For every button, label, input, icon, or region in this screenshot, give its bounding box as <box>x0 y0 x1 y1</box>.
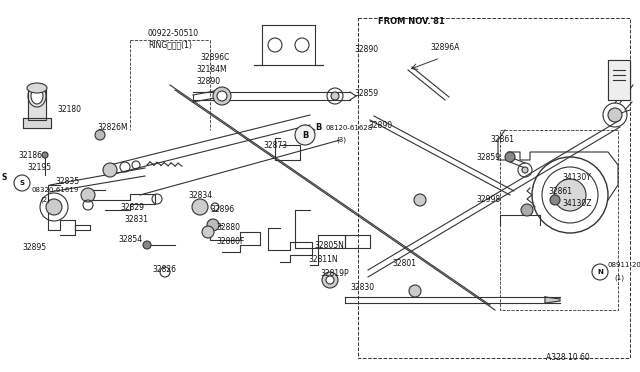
Polygon shape <box>545 297 560 303</box>
Text: 32811N: 32811N <box>308 254 338 263</box>
Circle shape <box>207 219 219 231</box>
Text: 32805N: 32805N <box>314 241 344 250</box>
Text: 32859: 32859 <box>476 154 500 163</box>
Text: 00922-50510: 00922-50510 <box>148 29 199 38</box>
Text: 32890: 32890 <box>196 77 220 87</box>
Circle shape <box>295 125 315 145</box>
Text: 32831: 32831 <box>124 215 148 224</box>
Text: 32826M: 32826M <box>97 124 127 132</box>
Text: RINGリング(1): RINGリング(1) <box>148 41 192 49</box>
Ellipse shape <box>31 88 43 104</box>
Text: 32830: 32830 <box>350 283 374 292</box>
Text: 32854: 32854 <box>118 235 142 244</box>
Text: 32834: 32834 <box>188 192 212 201</box>
Text: 32873: 32873 <box>263 141 287 150</box>
Text: 32896: 32896 <box>210 205 234 215</box>
Text: 32826: 32826 <box>152 266 176 275</box>
Circle shape <box>326 276 334 284</box>
Circle shape <box>409 285 421 297</box>
Bar <box>500 130 618 310</box>
Text: (2): (2) <box>40 197 50 203</box>
Circle shape <box>608 108 622 122</box>
Circle shape <box>522 167 528 173</box>
Polygon shape <box>23 118 51 128</box>
Text: 32184M: 32184M <box>196 65 227 74</box>
Circle shape <box>414 194 426 206</box>
Text: B: B <box>302 131 308 140</box>
Text: 32180: 32180 <box>57 106 81 115</box>
Text: 08320-61619: 08320-61619 <box>32 187 79 193</box>
Circle shape <box>143 241 151 249</box>
Text: 34130Y: 34130Y <box>562 173 591 183</box>
Text: 08120-61628: 08120-61628 <box>326 125 373 131</box>
Text: A328 10 60: A328 10 60 <box>546 353 589 362</box>
Text: 32835: 32835 <box>55 176 79 186</box>
Text: 32819P: 32819P <box>320 269 349 279</box>
Circle shape <box>322 272 338 288</box>
Circle shape <box>521 204 533 216</box>
Text: S: S <box>19 180 24 186</box>
Text: (1): (1) <box>614 275 624 281</box>
Text: 32895: 32895 <box>22 244 46 253</box>
Circle shape <box>95 130 105 140</box>
Polygon shape <box>28 90 46 120</box>
Text: 32998: 32998 <box>476 196 500 205</box>
Circle shape <box>550 195 560 205</box>
Circle shape <box>103 163 117 177</box>
Text: N: N <box>597 269 603 275</box>
Text: 32896A: 32896A <box>430 42 460 51</box>
Circle shape <box>192 199 208 215</box>
Circle shape <box>202 226 214 238</box>
Text: 32896C: 32896C <box>200 54 229 62</box>
Bar <box>358 18 630 358</box>
Text: 32861: 32861 <box>548 187 572 196</box>
Ellipse shape <box>27 83 47 93</box>
Text: 32186: 32186 <box>18 151 42 160</box>
Circle shape <box>554 179 586 211</box>
Text: (3): (3) <box>336 137 346 143</box>
Text: 32880: 32880 <box>216 224 240 232</box>
Circle shape <box>217 91 227 101</box>
Text: 32801: 32801 <box>392 260 416 269</box>
Text: FROM NOV.'81: FROM NOV.'81 <box>378 17 445 26</box>
Text: 32890: 32890 <box>354 45 378 55</box>
Text: 32859: 32859 <box>354 90 378 99</box>
Circle shape <box>46 199 62 215</box>
Text: S: S <box>2 173 8 183</box>
Text: 32861: 32861 <box>490 135 514 144</box>
Text: 32829: 32829 <box>120 203 144 212</box>
Ellipse shape <box>28 85 46 107</box>
Text: 08911-20637: 08911-20637 <box>608 262 640 268</box>
Circle shape <box>331 92 339 100</box>
Text: 32880F: 32880F <box>216 237 244 247</box>
Text: 32195: 32195 <box>27 164 51 173</box>
Circle shape <box>505 152 515 162</box>
Circle shape <box>42 152 48 158</box>
Bar <box>608 60 630 100</box>
Circle shape <box>81 188 95 202</box>
Text: B: B <box>315 124 321 132</box>
Text: 32890: 32890 <box>368 121 392 129</box>
Text: 34130Z: 34130Z <box>562 199 591 208</box>
Circle shape <box>213 87 231 105</box>
